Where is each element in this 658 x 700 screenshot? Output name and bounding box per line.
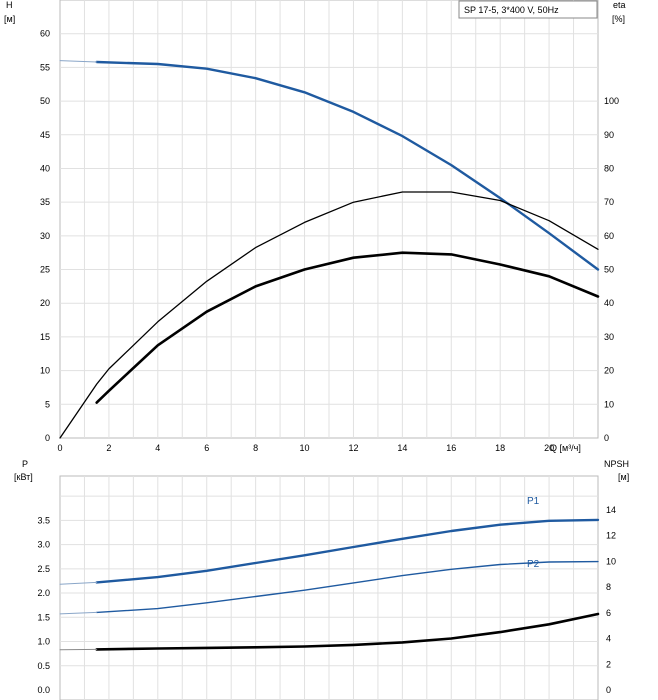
y-tick-label: 0 xyxy=(45,433,50,443)
p1-curve-extension xyxy=(59,581,98,585)
y2-tick-label: 70 xyxy=(604,197,614,207)
y-tick-label: 40 xyxy=(40,163,50,173)
y-tick-label: 30 xyxy=(40,231,50,241)
top-y2-ticks: 0 10 20 30 40 50 60 70 80 90 100 xyxy=(604,96,619,443)
y2-axis-label-eta: eta xyxy=(613,0,626,10)
y2-tick-label: 100 xyxy=(604,96,619,106)
y-axis-label-p: P xyxy=(22,459,28,469)
top-grid xyxy=(60,0,598,438)
bottom-curves xyxy=(59,518,600,651)
y2-tick-label: 4 xyxy=(606,634,611,644)
npsh-curve xyxy=(95,612,600,651)
head-curve-extension xyxy=(59,60,98,63)
series-label-p2: P2 xyxy=(527,559,540,570)
x-axis-label-q: Q [м³/ч] xyxy=(550,443,581,453)
y2-tick-label: 50 xyxy=(604,265,614,275)
y2-tick-label: 0 xyxy=(606,685,611,695)
y-tick-label: 2.0 xyxy=(37,588,50,598)
p2-curve-extension xyxy=(59,611,98,615)
p1-curve xyxy=(95,518,600,584)
y-tick-label: 10 xyxy=(40,366,50,376)
power-npsh-panel: 0.0 0.5 1.0 1.5 2.0 2.5 3.0 3.5 0 2 4 6 8 10 12 14 P [… xyxy=(14,459,629,700)
y-tick-label: 25 xyxy=(40,265,50,275)
y2-tick-label: 6 xyxy=(606,608,611,618)
y2-axis-unit-eta: [%] xyxy=(612,14,625,24)
y2-tick-label: 80 xyxy=(604,163,614,173)
legend-box: SP 17-5, 3*400 V, 50Hz xyxy=(458,0,598,19)
y-tick-label: 5 xyxy=(45,399,50,409)
y-tick-label: 1.5 xyxy=(37,612,50,622)
x-tick-label: 2 xyxy=(106,443,111,453)
y-tick-label: 35 xyxy=(40,197,50,207)
x-tick-label: 8 xyxy=(253,443,258,453)
y-tick-label: 0.0 xyxy=(37,685,50,695)
p2-curve xyxy=(96,560,599,614)
pump-efficiency-curve xyxy=(59,191,599,439)
x-tick-label: 6 xyxy=(204,443,209,453)
legend-frame xyxy=(458,0,598,19)
legend-text: SP 17-5, 3*400 V, 50Hz xyxy=(464,5,559,15)
x-tick-label: 4 xyxy=(155,443,160,453)
y-tick-label: 1.0 xyxy=(37,637,50,647)
bottom-grid xyxy=(60,476,598,700)
top-curves xyxy=(59,60,600,439)
total-efficiency-curve xyxy=(95,251,600,404)
series-label-p1: P1 xyxy=(527,496,540,507)
bottom-y-ticks: 0.0 0.5 1.0 1.5 2.0 2.5 3.0 3.5 xyxy=(37,515,50,695)
y-tick-label: 50 xyxy=(40,96,50,106)
x-tick-label: 18 xyxy=(495,443,505,453)
y2-tick-label: 10 xyxy=(604,399,614,409)
y-tick-label: 60 xyxy=(40,29,50,39)
top-y-ticks: 0 5 10 15 20 25 30 35 40 45 50 55 60 xyxy=(40,29,50,443)
x-tick-label: 20 xyxy=(544,443,554,453)
y2-tick-label: 60 xyxy=(604,231,614,241)
y2-tick-label: 2 xyxy=(606,659,611,669)
y2-tick-label: 0 xyxy=(604,433,609,443)
y-tick-label: 2.5 xyxy=(37,564,50,574)
y-tick-label: 15 xyxy=(40,332,50,342)
y-tick-label: 20 xyxy=(40,298,50,308)
head-curve xyxy=(95,60,600,271)
x-tick-label: 12 xyxy=(348,443,358,453)
x-tick-label: 10 xyxy=(300,443,310,453)
y2-tick-label: 8 xyxy=(606,582,611,592)
y2-tick-label: 12 xyxy=(606,531,616,541)
y-axis-unit-h: [м] xyxy=(4,14,15,24)
y2-axis-unit-npsh: [м] xyxy=(618,472,629,482)
y2-tick-label: 10 xyxy=(606,556,616,566)
y-tick-label: 3.5 xyxy=(37,515,50,525)
y2-tick-label: 20 xyxy=(604,366,614,376)
y-tick-label: 0.5 xyxy=(37,661,50,671)
x-tick-label: 14 xyxy=(397,443,407,453)
y-tick-label: 3.0 xyxy=(37,540,50,550)
y2-tick-label: 40 xyxy=(604,298,614,308)
y-tick-label: 55 xyxy=(40,62,50,72)
y2-axis-label-npsh: NPSH xyxy=(604,459,629,469)
y-axis-label-h: H xyxy=(6,0,13,10)
y2-tick-label: 30 xyxy=(604,332,614,342)
bottom-y2-ticks: 0 2 4 6 8 10 12 14 xyxy=(606,505,616,695)
y2-tick-label: 90 xyxy=(604,130,614,140)
x-tick-label: 0 xyxy=(57,443,62,453)
x-tick-label: 16 xyxy=(446,443,456,453)
y-tick-label: 45 xyxy=(40,130,50,140)
y-axis-unit-p: [кВт] xyxy=(14,472,33,482)
top-x-ticks: 0 2 4 6 8 10 12 14 16 18 20 xyxy=(57,443,554,453)
y2-tick-label: 14 xyxy=(606,505,616,515)
